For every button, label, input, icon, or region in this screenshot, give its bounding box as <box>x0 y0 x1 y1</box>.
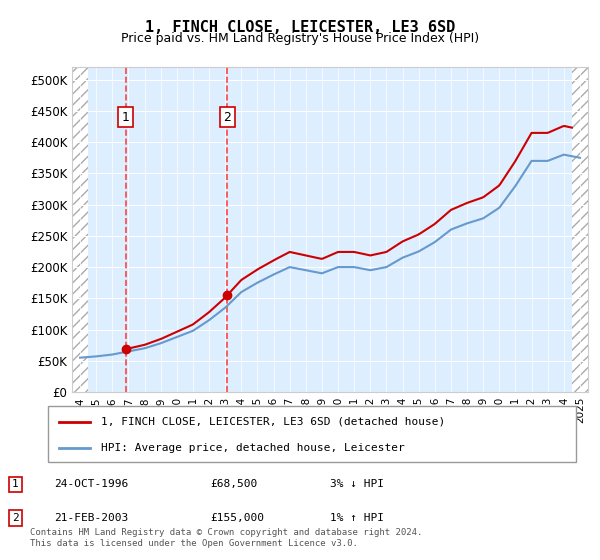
Text: 24-OCT-1996: 24-OCT-1996 <box>54 479 128 489</box>
FancyBboxPatch shape <box>48 406 576 462</box>
Text: Price paid vs. HM Land Registry's House Price Index (HPI): Price paid vs. HM Land Registry's House … <box>121 32 479 45</box>
Text: 2: 2 <box>223 111 231 124</box>
Text: £68,500: £68,500 <box>210 479 257 489</box>
Text: HPI: Average price, detached house, Leicester: HPI: Average price, detached house, Leic… <box>101 443 404 453</box>
Text: 1, FINCH CLOSE, LEICESTER, LE3 6SD: 1, FINCH CLOSE, LEICESTER, LE3 6SD <box>145 20 455 35</box>
Text: £155,000: £155,000 <box>210 513 264 523</box>
Text: 1, FINCH CLOSE, LEICESTER, LE3 6SD (detached house): 1, FINCH CLOSE, LEICESTER, LE3 6SD (deta… <box>101 417 445 427</box>
Text: 1% ↑ HPI: 1% ↑ HPI <box>330 513 384 523</box>
Text: 3% ↓ HPI: 3% ↓ HPI <box>330 479 384 489</box>
Text: 1: 1 <box>12 479 19 489</box>
Text: 21-FEB-2003: 21-FEB-2003 <box>54 513 128 523</box>
Text: 2: 2 <box>12 513 19 523</box>
Text: Contains HM Land Registry data © Crown copyright and database right 2024.
This d: Contains HM Land Registry data © Crown c… <box>30 528 422 548</box>
Text: 1: 1 <box>122 111 130 124</box>
